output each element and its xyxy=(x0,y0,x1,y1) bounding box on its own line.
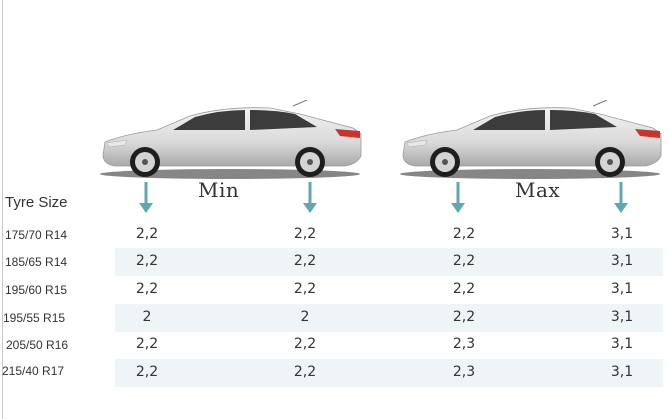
min-front-cell: 2,2 xyxy=(135,253,159,269)
max-front-cell: 2,2 xyxy=(452,281,476,297)
arrow-down-icon xyxy=(614,182,628,214)
min-front-cell: 2,2 xyxy=(135,336,159,352)
table-row: 195/60 R15 2,2 2,2 2,2 3,1 xyxy=(0,276,669,304)
heading-min: Min xyxy=(198,178,240,202)
min-front-cell: 2,2 xyxy=(135,226,159,242)
min-front-cell: 2 xyxy=(142,309,152,325)
tyre-size-cell: 185/65 R14 xyxy=(5,255,68,269)
car-max-image xyxy=(395,100,665,180)
max-front-cell: 2,3 xyxy=(452,336,476,352)
max-front-cell: 2,2 xyxy=(452,309,476,325)
arrow-down-icon xyxy=(451,182,465,214)
car-min-image xyxy=(95,100,365,180)
tyre-size-cell: 175/70 R14 xyxy=(5,228,68,242)
tyre-size-header: Tyre Size xyxy=(5,194,68,211)
max-rear-cell: 3,1 xyxy=(610,226,634,242)
table-row: 215/40 R17 2,2 2,2 2,3 3,1 xyxy=(0,359,669,387)
max-rear-cell: 3,1 xyxy=(610,336,634,352)
arrow-down-icon xyxy=(139,182,153,214)
table-row: 185/65 R14 2,2 2,2 2,2 3,1 xyxy=(0,248,669,276)
max-rear-cell: 3,1 xyxy=(610,281,634,297)
min-front-cell: 2,2 xyxy=(135,364,159,380)
tyre-size-cell: 205/50 R16 xyxy=(6,338,69,352)
car-side-icon xyxy=(400,100,662,179)
min-rear-cell: 2,2 xyxy=(293,336,317,352)
min-rear-cell: 2,2 xyxy=(293,226,317,242)
min-front-cell: 2,2 xyxy=(135,281,159,297)
min-rear-cell: 2,2 xyxy=(293,253,317,269)
tyre-size-cell: 195/60 R15 xyxy=(5,283,68,297)
min-rear-cell: 2,2 xyxy=(293,281,317,297)
max-front-cell: 2,2 xyxy=(452,253,476,269)
table-row: 175/70 R14 2,2 2,2 2,2 3,1 xyxy=(0,221,669,249)
left-border xyxy=(2,0,3,419)
max-rear-cell: 3,1 xyxy=(610,253,634,269)
max-front-cell: 2,2 xyxy=(452,226,476,242)
table-row: 195/55 R15 2 2 2,2 3,1 xyxy=(0,304,669,332)
heading-max: Max xyxy=(515,178,561,202)
car-side-icon xyxy=(100,100,362,179)
max-front-cell: 2,3 xyxy=(452,364,476,380)
max-rear-cell: 3,1 xyxy=(610,309,634,325)
max-rear-cell: 3,1 xyxy=(610,364,634,380)
tyre-size-cell: 195/55 R15 xyxy=(3,311,66,325)
arrow-down-icon xyxy=(303,182,317,214)
table-row: 205/50 R16 2,2 2,2 2,3 3,1 xyxy=(0,331,669,359)
min-rear-cell: 2 xyxy=(300,309,310,325)
tyre-size-cell: 215/40 R17 xyxy=(2,364,65,378)
min-rear-cell: 2,2 xyxy=(293,364,317,380)
